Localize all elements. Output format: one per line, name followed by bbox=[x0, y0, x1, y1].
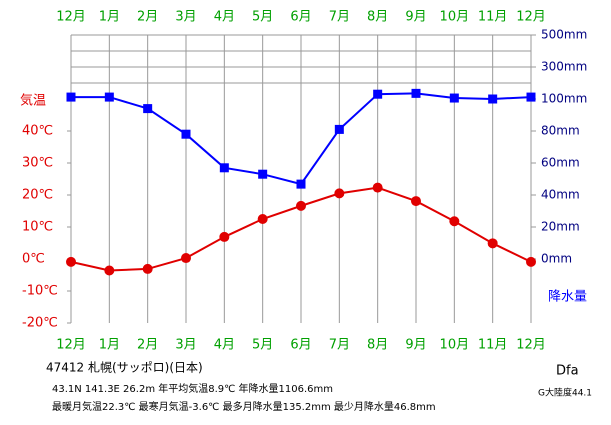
x-tick-label: 3月 bbox=[175, 338, 196, 353]
x-tick-label: 12月 bbox=[516, 338, 546, 353]
marker bbox=[257, 214, 268, 224]
x-tick-label: 12月 bbox=[56, 338, 86, 353]
x-tick-label: 4月 bbox=[214, 338, 235, 353]
marker bbox=[219, 163, 229, 173]
x-tick-label: 6月 bbox=[290, 10, 311, 25]
y-tick-label: 10℃ bbox=[22, 220, 53, 235]
climate: Dfa bbox=[556, 364, 579, 379]
x-tick-label: 4月 bbox=[214, 10, 235, 25]
y-tick-label: -20℃ bbox=[22, 316, 58, 331]
y2-tick-label: 300mm bbox=[541, 60, 587, 74]
x-tick-label: 3月 bbox=[175, 10, 196, 25]
x-tick-label: 5月 bbox=[252, 338, 273, 353]
x-tick-label: 10月 bbox=[440, 10, 470, 25]
marker bbox=[411, 88, 421, 98]
x-tick-label: 9月 bbox=[405, 338, 426, 353]
y2-tick-label: 80mm bbox=[541, 124, 580, 138]
y2-tick-label: 100mm bbox=[541, 92, 587, 106]
x-tick-label: 8月 bbox=[367, 338, 388, 353]
marker bbox=[104, 92, 114, 102]
marker bbox=[66, 256, 76, 267]
x-tick-label: 11月 bbox=[478, 338, 508, 353]
x-tick-label: 9月 bbox=[405, 10, 426, 25]
marker bbox=[449, 216, 460, 227]
temp-axis-title: 気温 bbox=[20, 93, 46, 109]
marker bbox=[181, 129, 191, 139]
x-tick-label: 7月 bbox=[329, 10, 350, 25]
marker bbox=[142, 263, 153, 274]
marker bbox=[411, 196, 421, 207]
x-tick-label: 2月 bbox=[137, 338, 158, 353]
marker bbox=[526, 92, 536, 102]
x-tick-label: 1月 bbox=[99, 338, 120, 353]
info: 最暖月気温22.3℃ 最寒月気温-3.6℃ 最多月降水量135.2mm 最少月降… bbox=[52, 400, 436, 413]
marker bbox=[372, 182, 383, 193]
continentality: G大陸度44.1 bbox=[538, 387, 592, 399]
y-tick-label: 20℃ bbox=[22, 188, 53, 203]
info: 43.1N 141.3E 26.2m 年平均気温8.9℃ 年降水量1106.6m… bbox=[52, 382, 333, 395]
marker bbox=[334, 188, 345, 199]
y-tick-label: -10℃ bbox=[22, 284, 58, 299]
x-tick-label: 12月 bbox=[516, 10, 546, 25]
x-tick-label: 11月 bbox=[478, 10, 508, 25]
x-tick-label: 5月 bbox=[252, 10, 273, 25]
marker bbox=[181, 253, 191, 264]
y-tick-label: 0℃ bbox=[22, 252, 45, 267]
x-tick-label: 2月 bbox=[137, 10, 158, 25]
marker bbox=[296, 179, 306, 189]
y-tick-label: 40℃ bbox=[22, 124, 53, 139]
marker bbox=[526, 256, 536, 267]
marker bbox=[296, 200, 306, 211]
x-tick-label: 10月 bbox=[440, 338, 470, 353]
precip-axis-title: 降水量 bbox=[548, 290, 587, 305]
marker bbox=[449, 93, 459, 103]
y2-tick-label: 60mm bbox=[541, 156, 580, 170]
y2-tick-label: 500mm bbox=[541, 28, 587, 42]
y2-tick-label: 40mm bbox=[541, 188, 580, 202]
marker bbox=[488, 94, 498, 104]
y2-tick-label: 0mm bbox=[541, 252, 572, 266]
x-tick-label: 12月 bbox=[56, 10, 86, 25]
x-tick-label: 8月 bbox=[367, 10, 388, 25]
marker bbox=[373, 89, 383, 99]
marker bbox=[258, 169, 268, 179]
y-tick-label: 30℃ bbox=[22, 156, 53, 171]
x-tick-label: 1月 bbox=[99, 10, 120, 25]
marker bbox=[487, 238, 498, 249]
marker bbox=[66, 92, 76, 102]
x-tick-label: 6月 bbox=[290, 338, 311, 353]
station: 47412 札幌(サッポロ)(日本) bbox=[46, 360, 203, 375]
marker bbox=[219, 231, 230, 242]
marker bbox=[104, 265, 115, 276]
y2-tick-label: 20mm bbox=[541, 220, 580, 234]
marker bbox=[334, 124, 344, 134]
marker bbox=[143, 104, 153, 114]
x-tick-label: 7月 bbox=[329, 338, 350, 353]
